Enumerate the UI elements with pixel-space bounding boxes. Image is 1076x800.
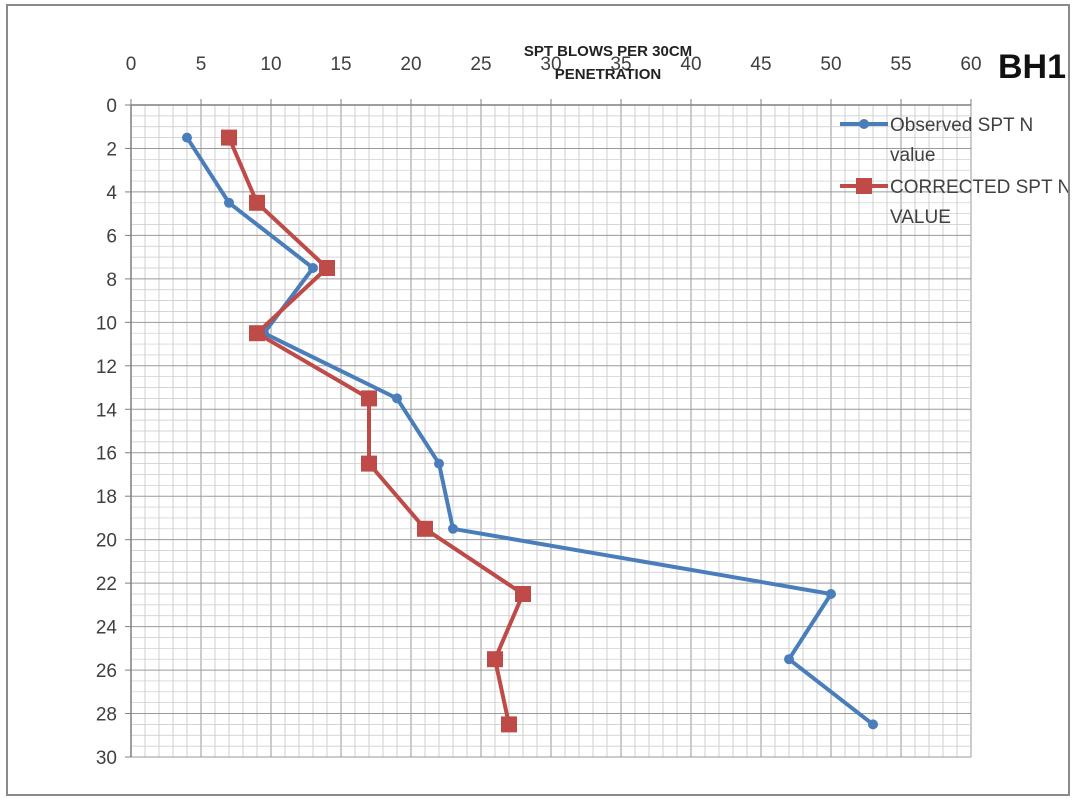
x-tick-labels: 0 5 10 15 20 25 30 35 40 45 50 55 60 bbox=[126, 54, 982, 75]
y-tick-label: 4 bbox=[106, 183, 117, 204]
x-tick-label: 0 bbox=[126, 54, 137, 75]
series-line bbox=[227, 136, 525, 725]
legend-label: Observed SPT N bbox=[890, 115, 1033, 136]
y-tick-label: 30 bbox=[96, 748, 117, 769]
data-point bbox=[448, 523, 458, 534]
legend-marker bbox=[856, 178, 872, 194]
x-tick-label: 45 bbox=[750, 54, 771, 75]
y-tick-label: 24 bbox=[96, 618, 118, 639]
x-axis-title-line: SPT BLOWS PER 30CM bbox=[524, 43, 692, 60]
x-axis-title: SPT BLOWS PER 30CM PENETRATION bbox=[524, 43, 692, 83]
data-point bbox=[487, 651, 503, 668]
data-point bbox=[826, 589, 836, 599]
x-tick-label: 5 bbox=[196, 54, 207, 75]
y-tick-label: 8 bbox=[106, 270, 117, 291]
chart-title: BH1 bbox=[998, 48, 1066, 86]
data-point bbox=[319, 260, 335, 276]
x-tick-label: 60 bbox=[960, 54, 981, 75]
data-point bbox=[224, 197, 234, 208]
data-point bbox=[434, 458, 444, 469]
series-line bbox=[185, 136, 875, 726]
y-tick-label: 16 bbox=[96, 444, 117, 465]
y-tick-label: 14 bbox=[96, 400, 118, 421]
data-point bbox=[249, 325, 265, 342]
data-point bbox=[249, 194, 265, 211]
data-point bbox=[417, 520, 433, 537]
y-tick-label: 22 bbox=[96, 574, 117, 595]
data-point bbox=[515, 586, 531, 602]
data-point bbox=[501, 716, 517, 733]
x-tick-label: 20 bbox=[400, 54, 421, 75]
data-point bbox=[308, 263, 318, 273]
grid bbox=[130, 104, 972, 758]
series-layer bbox=[182, 129, 878, 733]
x-tick-label: 15 bbox=[330, 54, 351, 75]
chart-frame: 0 5 10 15 20 25 30 35 40 45 50 55 60 0 2 4 6 8 10 12 14 16 18… bbox=[6, 4, 1070, 796]
axes bbox=[125, 99, 972, 758]
data-point bbox=[784, 654, 794, 665]
x-tick-label: 30 bbox=[540, 54, 561, 75]
x-tick-label: 10 bbox=[260, 54, 281, 75]
y-tick-label: 12 bbox=[96, 357, 117, 378]
y-tick-label: 10 bbox=[96, 313, 117, 334]
y-tick-label: 20 bbox=[96, 531, 117, 552]
y-tick-label: 6 bbox=[106, 226, 117, 247]
legend-item-2: CORRECTED SPT N VALUE bbox=[840, 177, 1068, 228]
x-tick-label: 35 bbox=[610, 54, 631, 75]
data-point bbox=[221, 129, 237, 146]
x-axis-title-line: PENETRATION bbox=[555, 66, 661, 83]
legend-label: CORRECTED SPT N bbox=[890, 177, 1068, 198]
y-tick-label: 0 bbox=[106, 96, 117, 117]
legend-marker bbox=[859, 119, 869, 129]
x-tick-label: 50 bbox=[820, 54, 841, 75]
y-tick-label: 18 bbox=[96, 487, 117, 508]
legend-label: value bbox=[890, 145, 935, 166]
series-2 bbox=[221, 129, 531, 733]
x-tick-label: 25 bbox=[470, 54, 491, 75]
y-tick-label: 2 bbox=[106, 139, 117, 160]
data-point bbox=[182, 132, 192, 143]
x-tick-label: 40 bbox=[680, 54, 701, 75]
data-point bbox=[361, 455, 377, 472]
legend: Observed SPT N value CORRECTED SPT N VALUE bbox=[840, 115, 1068, 228]
data-point bbox=[361, 390, 377, 407]
legend-item-1: Observed SPT N value bbox=[840, 115, 1033, 166]
y-tick-label: 28 bbox=[96, 705, 117, 726]
data-point bbox=[868, 719, 878, 730]
legend-label: VALUE bbox=[890, 207, 951, 228]
chart-svg: 0 5 10 15 20 25 30 35 40 45 50 55 60 024681012141618… bbox=[96, 43, 1068, 769]
y-tick-label: 26 bbox=[96, 661, 117, 682]
data-point bbox=[392, 393, 402, 404]
series-1 bbox=[182, 132, 878, 730]
x-tick-label: 55 bbox=[890, 54, 911, 75]
